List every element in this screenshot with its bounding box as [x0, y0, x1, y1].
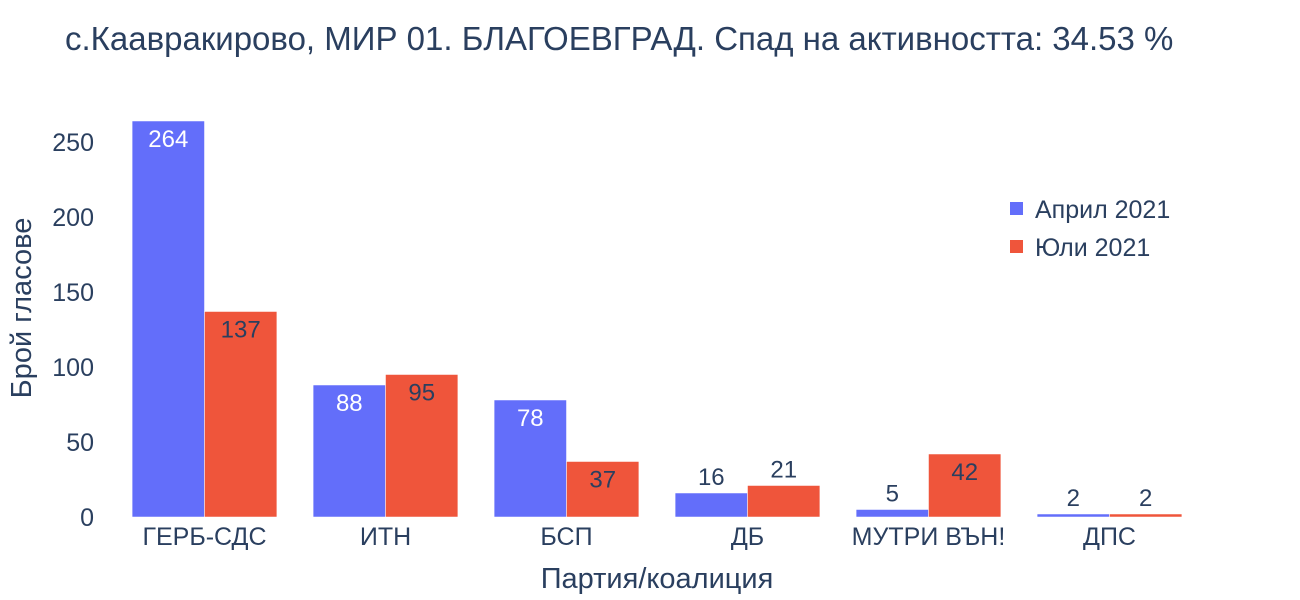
bar-april-0[interactable] — [131, 120, 205, 518]
bar-value-label: 137 — [221, 317, 261, 344]
chart-title: с.Каавракирово, МИР 01. БЛАГОЕВГРАД. Спа… — [65, 20, 1173, 57]
bar-july-1[interactable] — [385, 374, 459, 518]
legend[interactable]: Април 2021 Юли 2021 — [1010, 196, 1170, 262]
bar-april-2[interactable] — [493, 399, 567, 518]
bar-july-5[interactable] — [1109, 513, 1183, 518]
y-tick-label: 50 — [66, 429, 94, 457]
x-tick-label: ИТН — [360, 523, 411, 551]
y-tick-label: 150 — [52, 279, 94, 307]
bar-value-label: 88 — [336, 390, 363, 417]
x-tick-label: ДПС — [1083, 523, 1136, 551]
bar-value-label: 264 — [148, 126, 188, 153]
x-tick-label: ДБ — [731, 523, 764, 551]
bar-value-label: 2 — [1139, 485, 1152, 512]
bar-data-labels: 264 137 88 95 78 37 16 21 5 42 2 2 — [148, 126, 1152, 512]
y-tick-label: 250 — [52, 129, 94, 157]
bar-july-4[interactable] — [928, 453, 1002, 518]
bar-value-label: 95 — [408, 380, 435, 407]
y-axis-ticks: 0 50 100 150 200 250 — [52, 129, 94, 532]
legend-label[interactable]: Юли 2021 — [1035, 234, 1150, 262]
bar-value-label: 42 — [951, 459, 978, 486]
bar-value-label: 16 — [698, 464, 725, 491]
x-tick-label: БСП — [540, 523, 592, 551]
y-tick-label: 0 — [80, 504, 94, 532]
bar-april-4[interactable] — [855, 509, 929, 518]
x-axis-title: Партия/коалиция — [541, 563, 774, 595]
bar-july-3[interactable] — [747, 485, 821, 518]
y-tick-label: 100 — [52, 354, 94, 382]
bar-april-1[interactable] — [312, 384, 386, 518]
legend-label[interactable]: Април 2021 — [1035, 196, 1170, 224]
bar-value-label: 5 — [886, 481, 899, 508]
legend-swatch[interactable] — [1010, 202, 1023, 215]
bar-value-label: 21 — [770, 457, 797, 484]
bar-july-2[interactable] — [566, 461, 640, 518]
x-tick-label: ГЕРБ-СДС — [142, 523, 266, 551]
bar-july-0[interactable] — [204, 311, 278, 518]
bar-value-label: 37 — [589, 467, 616, 494]
bar-value-label: 2 — [1067, 485, 1080, 512]
y-tick-label: 200 — [52, 204, 94, 232]
bars — [131, 120, 1183, 518]
x-axis-ticks: ГЕРБ-СДС ИТН БСП ДБ МУТРИ ВЪН! ДПС — [142, 523, 1136, 551]
bar-april-5[interactable] — [1036, 513, 1110, 518]
legend-swatch[interactable] — [1010, 240, 1023, 253]
x-tick-label: МУТРИ ВЪН! — [852, 523, 1006, 551]
y-axis-title: Брой гласове — [6, 218, 38, 399]
bar-april-3[interactable] — [674, 492, 748, 518]
bar-value-label: 78 — [517, 405, 544, 432]
